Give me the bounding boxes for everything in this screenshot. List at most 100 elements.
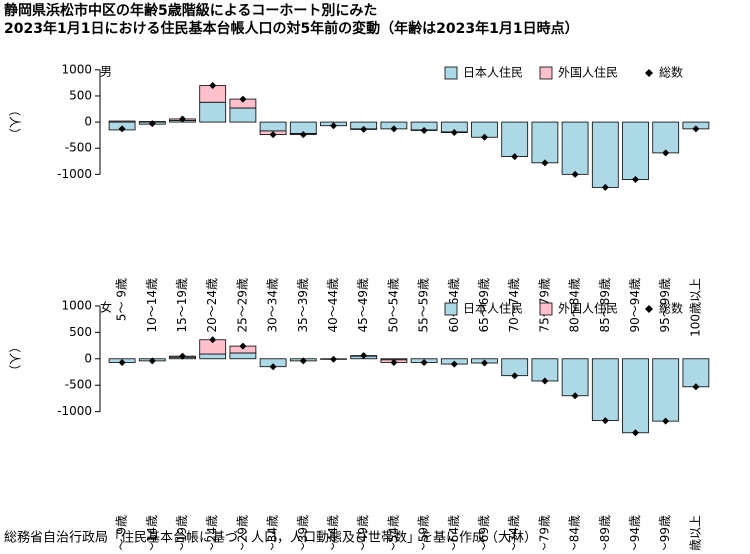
total-marker bbox=[299, 357, 307, 365]
bar-segment bbox=[622, 121, 649, 180]
x-tick-label: 50～54歳 bbox=[386, 278, 400, 333]
bar-segment bbox=[591, 121, 619, 188]
legend-label: 外国人住民 bbox=[558, 66, 618, 80]
x-tick-label: 5～ 9歳 bbox=[115, 278, 129, 321]
x-tick-label: 40～44歳 bbox=[326, 515, 340, 550]
bar-segment bbox=[501, 121, 529, 157]
total-marker bbox=[541, 377, 549, 385]
x-tick-label: 30～34歳 bbox=[266, 515, 280, 550]
total-marker bbox=[662, 417, 670, 425]
total-marker bbox=[209, 82, 217, 90]
total-marker bbox=[118, 358, 126, 366]
total-marker bbox=[662, 149, 670, 157]
legend-marker bbox=[645, 69, 653, 77]
legend-label: 外国人住民 bbox=[558, 302, 618, 316]
bar-segment bbox=[622, 358, 649, 434]
x-tick-label: 95～99歳 bbox=[658, 515, 672, 550]
bar-segment bbox=[561, 121, 589, 175]
total-marker bbox=[269, 131, 277, 139]
total-marker bbox=[239, 342, 247, 350]
total-marker bbox=[330, 122, 337, 130]
y-axis-label: （人） bbox=[8, 104, 22, 140]
total-marker bbox=[179, 115, 186, 123]
total-marker bbox=[299, 131, 307, 139]
title-line: 静岡県浜松市中区の年齢5歳階級によるコーホート別にみた bbox=[4, 2, 377, 19]
x-tick-label: 40～44歳 bbox=[326, 278, 340, 333]
x-tick-label: 10～14歳 bbox=[145, 278, 159, 333]
total-marker bbox=[148, 357, 156, 365]
y-tick-label: -1000 bbox=[57, 404, 92, 418]
legend-label: 日本人住民 bbox=[463, 302, 523, 316]
total-marker bbox=[450, 360, 458, 368]
total-marker bbox=[632, 176, 639, 184]
x-tick-label: 55～59歳 bbox=[417, 515, 431, 550]
legend-label: 日本人住民 bbox=[463, 66, 523, 80]
bar-segment bbox=[108, 120, 136, 123]
panel-label: 男 bbox=[100, 65, 112, 79]
bar-segment bbox=[259, 121, 287, 132]
title-line: 2023年1月1日における住民基本台帳人口の対5年前の変動（年齢は2023年1月… bbox=[4, 20, 579, 37]
total-marker bbox=[420, 126, 428, 134]
y-tick-label: 0 bbox=[84, 351, 92, 365]
bar-segment bbox=[229, 352, 257, 360]
x-tick-label: 85～89歳 bbox=[598, 278, 612, 333]
total-marker bbox=[571, 170, 579, 178]
y-tick-label: 500 bbox=[69, 88, 92, 102]
x-tick-label: 85～89歳 bbox=[598, 515, 612, 550]
x-tick-label: 25～29歳 bbox=[235, 515, 249, 550]
bar-segment bbox=[199, 353, 227, 360]
x-tick-label: 45～49歳 bbox=[356, 278, 370, 333]
x-tick-label: 100歳以上 bbox=[688, 278, 702, 337]
total-marker bbox=[330, 355, 337, 363]
total-marker bbox=[420, 358, 428, 366]
total-marker bbox=[692, 383, 700, 391]
y-tick-label: -1000 bbox=[57, 167, 92, 181]
x-tick-label: 15～19歳 bbox=[175, 278, 189, 333]
total-marker bbox=[118, 125, 126, 133]
total-marker bbox=[179, 352, 186, 360]
x-tick-label: 60～64歳 bbox=[447, 515, 461, 550]
legend-label: 総数 bbox=[659, 301, 683, 316]
total-marker bbox=[481, 133, 488, 141]
bar-segment bbox=[531, 121, 559, 164]
panel-label: 女 bbox=[100, 300, 112, 315]
source: 総務省自治行政局「住民基本台帳に基づく人口，人口動態及び世帯数」を基に作成（大林… bbox=[4, 530, 537, 546]
bar-segment bbox=[682, 358, 710, 388]
total-marker bbox=[148, 120, 156, 128]
total-marker bbox=[601, 417, 609, 425]
x-tick-label: 65～69歳 bbox=[477, 278, 491, 333]
bar-segment bbox=[199, 101, 227, 123]
legend-label: 総数 bbox=[659, 65, 683, 80]
bar-segment bbox=[591, 358, 619, 422]
x-tick-label: 70～74歳 bbox=[507, 278, 521, 333]
total-marker bbox=[360, 352, 368, 360]
x-tick-label: 80～84歳 bbox=[568, 515, 582, 550]
total-marker bbox=[239, 95, 247, 103]
x-tick-label: 35～39歳 bbox=[296, 515, 310, 550]
bar-segment bbox=[561, 358, 589, 397]
x-tick-label: 100歳以上 bbox=[688, 515, 702, 550]
x-tick-label: 25～29歳 bbox=[235, 278, 249, 333]
total-marker bbox=[601, 183, 609, 191]
total-marker bbox=[269, 363, 277, 371]
legend-swatch bbox=[539, 302, 553, 316]
total-marker bbox=[541, 159, 549, 167]
x-tick-label: 35～39歳 bbox=[296, 278, 310, 333]
total-marker bbox=[511, 372, 519, 380]
total-marker bbox=[209, 336, 217, 344]
y-tick-label: 500 bbox=[69, 325, 92, 339]
x-tick-label: 80～84歳 bbox=[568, 278, 582, 333]
y-tick-label: 0 bbox=[84, 115, 92, 129]
x-tick-label: 95～99歳 bbox=[658, 278, 672, 333]
total-marker bbox=[632, 429, 639, 437]
y-tick-label: 1000 bbox=[61, 298, 92, 312]
x-tick-label: 30～34歳 bbox=[266, 278, 280, 333]
legend-marker bbox=[645, 305, 653, 313]
x-tick-label: 90～94歳 bbox=[628, 515, 642, 550]
legend-swatch bbox=[444, 66, 458, 80]
x-tick-label: 55～59歳 bbox=[417, 278, 431, 333]
x-tick-label: 15～19歳 bbox=[175, 515, 189, 550]
total-marker bbox=[481, 359, 488, 367]
x-tick-label: 65～69歳 bbox=[477, 515, 491, 550]
total-marker bbox=[692, 125, 700, 133]
